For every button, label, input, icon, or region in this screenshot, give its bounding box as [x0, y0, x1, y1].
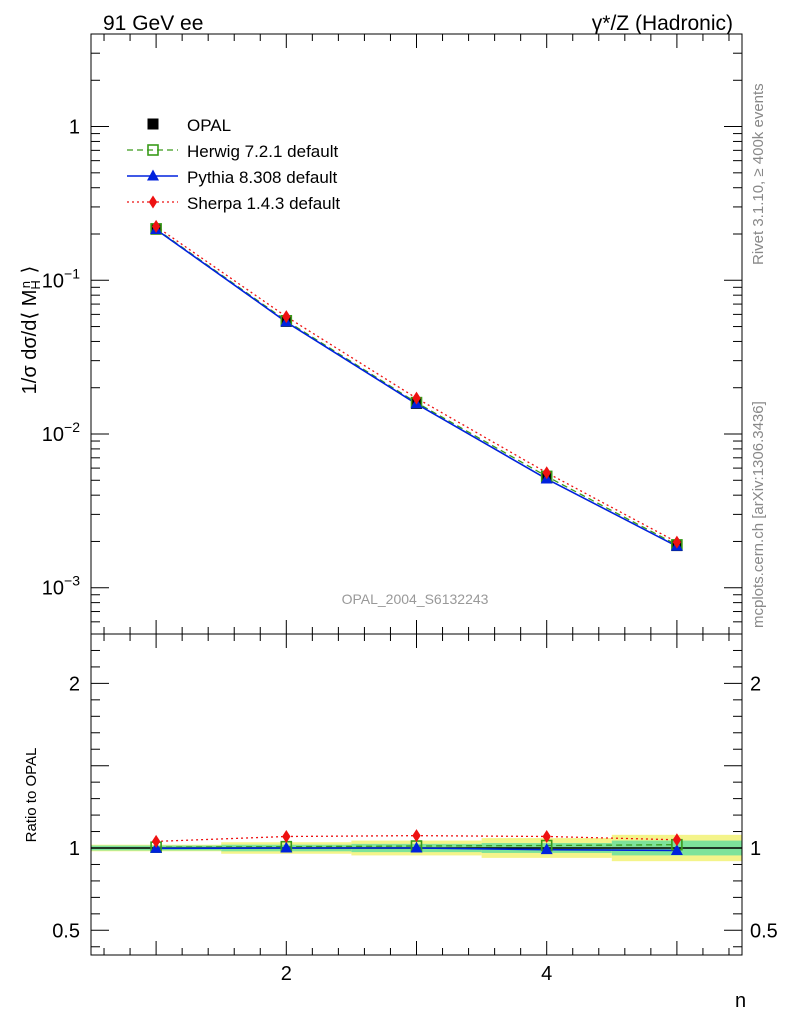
y-tick-exp: −3 — [64, 573, 80, 589]
legend-label: OPAL — [187, 116, 231, 135]
legend-marker — [147, 144, 159, 156]
mcplots-label: mcplots.cern.ch [arXiv:1306.3436] — [750, 401, 767, 628]
legend: OPAL Herwig 7.2.1 default Pythia 8.308 def… — [127, 116, 340, 213]
y-tick-exp: −2 — [64, 419, 80, 435]
legend-marker — [147, 169, 159, 181]
y-tick-base: 10 — [42, 424, 64, 446]
data-point — [151, 219, 161, 233]
main-ylabel: 1/σ dσ/d⟨ MHn ⟩ — [18, 266, 43, 395]
legend-label: Sherpa 1.4.3 default — [187, 194, 340, 213]
series-line — [155, 228, 678, 546]
main-ylabel-sub: H — [28, 280, 43, 289]
data-point — [672, 535, 682, 549]
ratio-y-tick-label-right: 0.5 — [750, 920, 778, 942]
main-ylabel-close: ⟩ — [19, 266, 41, 279]
y-tick-label: 1 — [69, 117, 80, 139]
data-point — [542, 466, 551, 480]
y-tick-label: 10−3 — [42, 573, 80, 600]
main-ylabel-sup: n — [18, 281, 33, 288]
data-point — [412, 391, 421, 405]
ratio-y-tick-label: 2 — [69, 673, 80, 695]
rivet-label: Rivet 3.1.10, ≥ 400k events — [750, 83, 767, 265]
ratio-y-tick-label: 1 — [69, 838, 80, 860]
axes: 2 410−310−210−110.5 0.51 12 2 — [42, 33, 778, 985]
legend-marker — [147, 118, 159, 130]
x-tick-label: 4 — [541, 963, 552, 985]
main-ylabel-part: 1/σ dσ/d⟨ M — [19, 290, 41, 395]
series-lines — [155, 225, 678, 852]
ratio-y-tick-label: 0.5 — [52, 920, 80, 942]
data-point — [151, 834, 161, 848]
data-point — [282, 310, 291, 324]
ratio-ylabel: Ratio to OPAL — [23, 748, 40, 843]
series-markers — [150, 219, 683, 855]
data-point — [672, 833, 682, 847]
series-line — [155, 228, 678, 548]
series-line — [155, 225, 678, 543]
left-title: 91 GeV ee — [103, 12, 203, 35]
y-tick-label: 10−2 — [42, 419, 80, 446]
data-point — [542, 829, 551, 843]
legend-entry: Herwig 7.2.1 default — [127, 142, 338, 161]
legend-label: Herwig 7.2.1 default — [187, 142, 338, 161]
y-tick-exp: −1 — [64, 265, 80, 281]
analysis-watermark: OPAL_2004_S6132243 — [342, 591, 489, 607]
y-tick-base: 10 — [42, 578, 64, 600]
data-point — [282, 829, 291, 843]
y-tick-base: 1 — [69, 117, 80, 139]
ratio-y-tick-label-right: 1 — [750, 838, 761, 860]
ratio-frame — [90, 633, 743, 956]
legend-label: Pythia 8.308 default — [187, 168, 338, 187]
x-axis-label: n — [735, 990, 746, 1012]
data-point — [670, 843, 683, 855]
legend-entry: Pythia 8.308 default — [127, 168, 338, 187]
x-tick-label: 2 — [281, 963, 292, 985]
legend-marker — [148, 195, 158, 209]
data-point — [412, 829, 421, 843]
y-tick-base: 10 — [42, 270, 64, 292]
ratio-y-tick-label-right: 2 — [750, 673, 761, 695]
data-point — [540, 843, 553, 855]
data-point — [410, 841, 423, 853]
data-point — [280, 841, 293, 853]
y-tick-label: 10−1 — [42, 265, 80, 292]
legend-entry: Sherpa 1.4.3 default — [127, 194, 340, 213]
right-title: γ*/Z (Hadronic) — [592, 12, 733, 35]
legend-entry: OPAL — [147, 116, 231, 135]
main-ylabel-text: 1/σ dσ/d⟨ MHn ⟩ — [18, 266, 43, 395]
